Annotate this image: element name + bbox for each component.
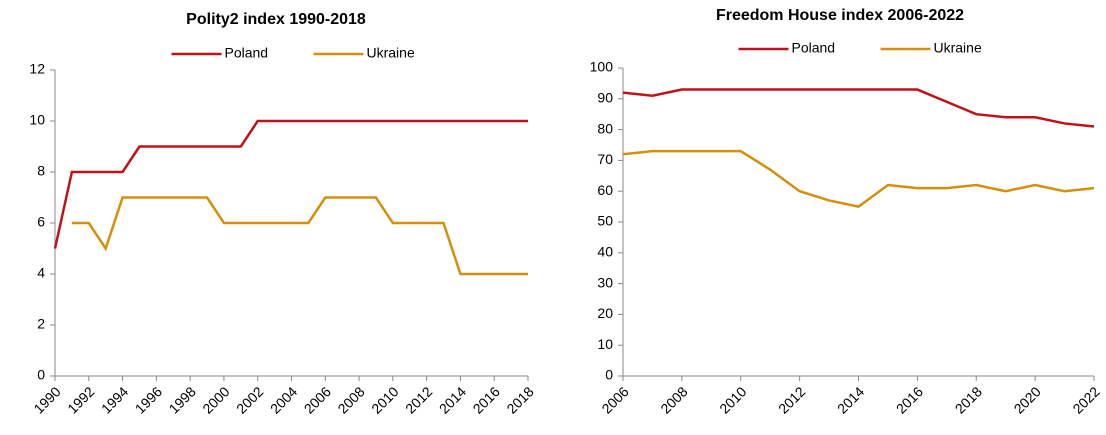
- x-tick-label: 2018: [503, 383, 536, 416]
- series-line: [622, 149, 1095, 208]
- legend-label: Poland: [225, 45, 269, 61]
- y-tick-label: 4: [37, 265, 45, 281]
- x-tick-label: 2014: [834, 383, 867, 416]
- x-tick-label: 2000: [199, 383, 232, 416]
- y-tick-label: 12: [29, 61, 45, 77]
- series-line: [53, 119, 528, 249]
- x-tick-label: 2010: [368, 383, 401, 416]
- y-tick-label: 30: [597, 274, 613, 290]
- legend-label: Ukraine: [367, 45, 415, 61]
- x-tick-label: 2016: [893, 383, 926, 416]
- y-tick-label: 90: [597, 90, 613, 106]
- x-tick-label: 1994: [98, 383, 131, 416]
- x-tick-label: 2010: [716, 383, 749, 416]
- y-tick-label: 70: [597, 151, 613, 167]
- series-line: [622, 88, 1095, 128]
- y-tick-label: 40: [597, 244, 613, 260]
- y-tick-label: 50: [597, 213, 613, 229]
- x-tick-label: 2018: [952, 383, 985, 416]
- x-tick-label: 2006: [301, 383, 334, 416]
- x-tick-label: 2022: [1069, 383, 1102, 416]
- x-tick-label: 2008: [334, 383, 367, 416]
- x-tick-label: 1992: [64, 383, 97, 416]
- chart-title: Polity2 index 1990-2018: [186, 11, 366, 28]
- y-tick-label: 10: [597, 336, 613, 352]
- x-tick-label: 2002: [233, 383, 266, 416]
- x-tick-label: 2004: [267, 383, 300, 416]
- x-tick-label: 2006: [598, 383, 631, 416]
- x-tick-label: 2020: [1011, 383, 1044, 416]
- y-tick-label: 10: [29, 112, 45, 128]
- x-tick-label: 1998: [166, 383, 199, 416]
- y-tick-label: 60: [597, 182, 613, 198]
- x-tick-label: 2008: [657, 383, 690, 416]
- y-tick-label: 8: [37, 163, 45, 179]
- legend-label: Ukraine: [934, 40, 982, 56]
- y-tick-label: 100: [590, 59, 614, 75]
- x-tick-label: 2012: [775, 383, 808, 416]
- chart-title: Freedom House index 2006-2022: [716, 7, 964, 24]
- y-tick-label: 0: [37, 367, 45, 383]
- legend-label: Poland: [792, 40, 836, 56]
- y-tick-label: 6: [37, 214, 45, 230]
- y-tick-label: 0: [605, 367, 613, 383]
- y-tick-label: 20: [597, 305, 613, 321]
- x-tick-label: 2012: [402, 383, 435, 416]
- x-tick-label: 2016: [470, 383, 503, 416]
- y-tick-label: 80: [597, 120, 613, 136]
- x-tick-label: 1990: [30, 383, 63, 416]
- x-tick-label: 2014: [436, 383, 469, 416]
- y-tick-label: 2: [37, 316, 45, 332]
- x-tick-label: 1996: [132, 383, 165, 416]
- series-line: [71, 196, 528, 276]
